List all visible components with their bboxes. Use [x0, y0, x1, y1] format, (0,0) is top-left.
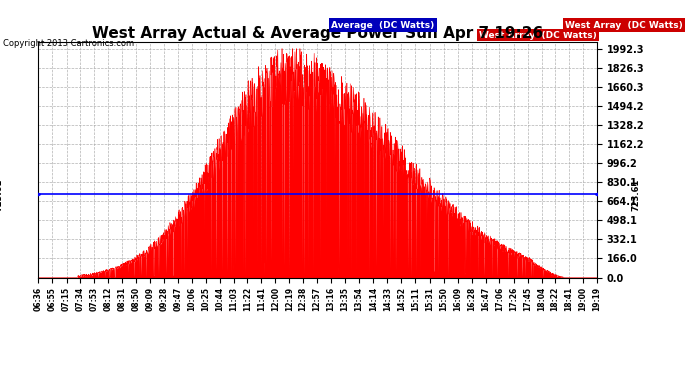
Text: West Array  (DC Watts): West Array (DC Watts) — [479, 31, 597, 40]
Title: West Array Actual & Average Power Sun Apr 7 19:26: West Array Actual & Average Power Sun Ap… — [92, 26, 543, 41]
Text: Copyright 2013 Cartronics.com: Copyright 2013 Cartronics.com — [3, 39, 135, 48]
Text: Average  (DC Watts): Average (DC Watts) — [331, 21, 435, 30]
Text: West Array  (DC Watts): West Array (DC Watts) — [565, 21, 683, 30]
Text: Average  (DC Watts): Average (DC Watts) — [493, 31, 597, 40]
Text: 723.61: 723.61 — [0, 178, 3, 210]
Text: 723.61: 723.61 — [631, 178, 640, 210]
